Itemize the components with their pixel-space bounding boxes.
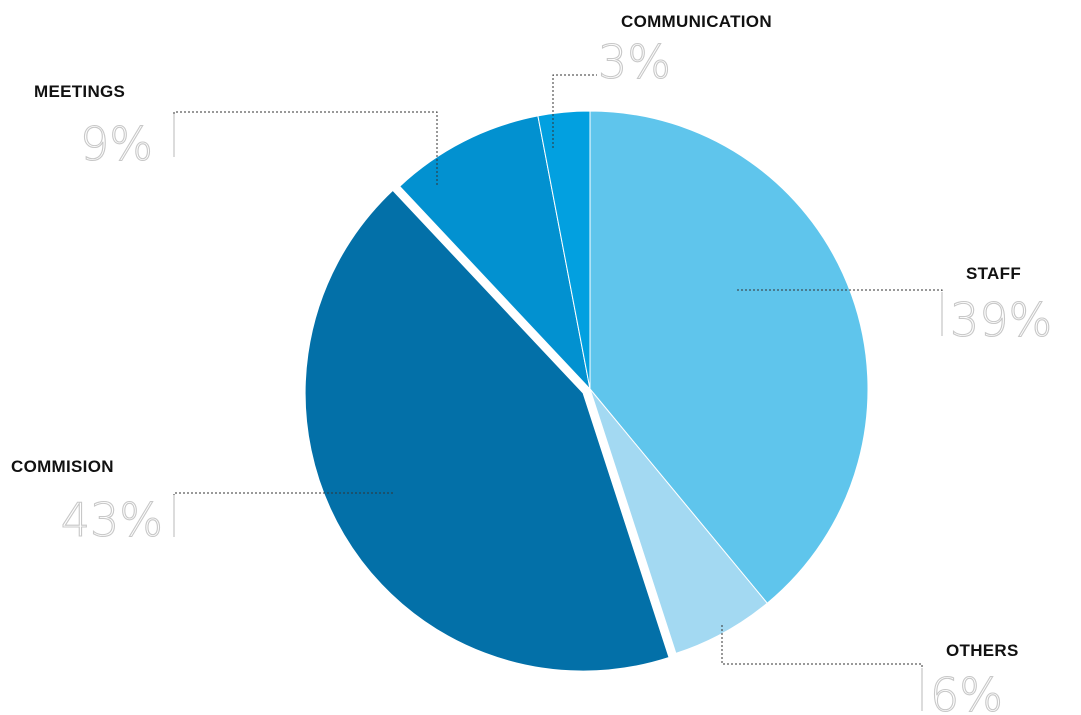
meetings-leader-line [173,111,438,185]
pie-slice-communication [537,110,591,390]
others-leader-line [721,625,923,672]
staff-percent: 39% [950,293,1052,347]
meetings-label: MEETINGS [34,82,125,101]
pie-slice-meetings [398,115,591,391]
commision-leader-line [173,492,393,500]
others-label: OTHERS [946,641,1019,660]
meetings-percent: 9% [80,117,153,171]
pie-slice-commision [304,189,670,672]
commision-percent: 43% [61,493,163,547]
staff-label: STAFF [966,264,1021,283]
communication-leader-line [552,74,597,148]
label-bars [173,114,943,711]
pie-slice-others [589,388,768,655]
communication-percent: 3% [598,35,671,89]
others-percent: 6% [930,668,1003,715]
communication-label: COMMUNICATION [621,12,772,31]
pie-slices [304,110,869,672]
pie-slice-staff [589,110,869,604]
commision-label: COMMISION [11,457,114,476]
